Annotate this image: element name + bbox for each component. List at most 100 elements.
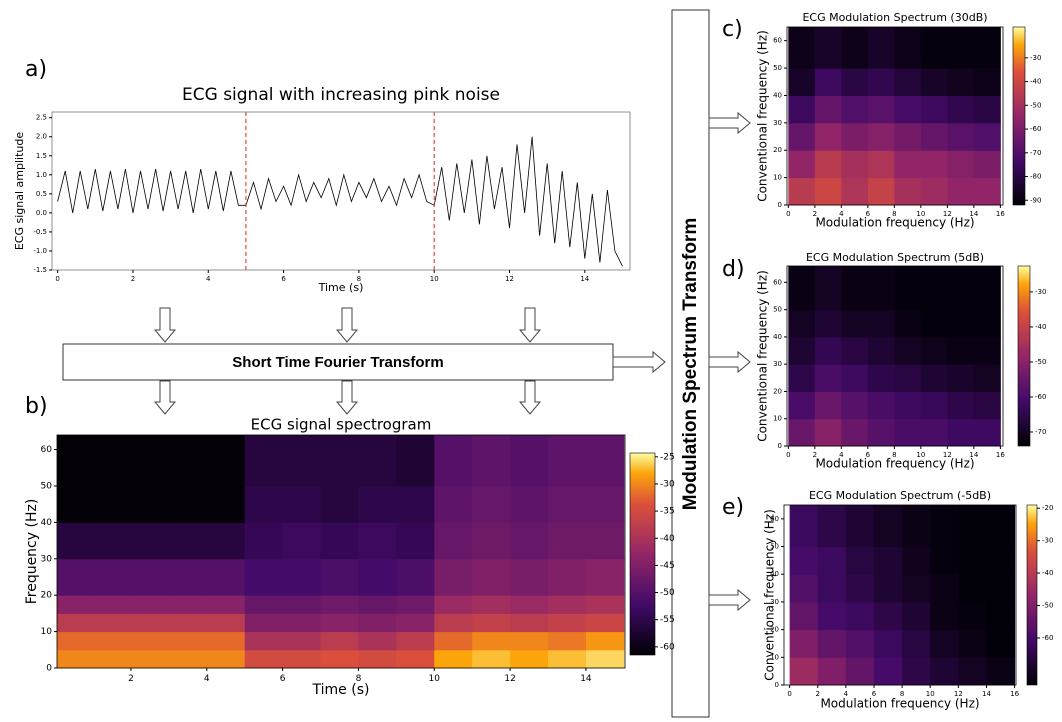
heatmap-cell — [396, 649, 435, 669]
heatmap-cell — [206, 485, 246, 523]
heatmap-cell — [920, 177, 948, 206]
colorbar-tick-label: -80 — [1030, 173, 1041, 181]
heatmap-cell — [282, 435, 322, 487]
y-tick-label: -1.5 — [33, 266, 47, 274]
x-tick-label: 4 — [839, 451, 844, 459]
heatmap-cell — [93, 485, 132, 523]
heatmap-cell — [585, 558, 625, 596]
x-tick-label: 12 — [943, 451, 952, 459]
heatmap-cell — [358, 649, 397, 669]
arrow — [153, 307, 177, 343]
stft-box — [62, 343, 614, 381]
heatmap-cell — [841, 336, 869, 365]
heatmap-cell — [548, 485, 587, 523]
mst-label: Modulation Spectrum Transform — [680, 218, 701, 510]
heatmap-cell — [93, 649, 132, 669]
heatmap-cell — [57, 522, 94, 560]
chart-title: ECG signal with increasing pink noise — [182, 85, 500, 105]
heatmap-cell — [472, 558, 511, 596]
heatmap-cell — [244, 435, 284, 487]
heatmap-cell — [894, 177, 922, 206]
heatmap-cell — [986, 574, 1016, 603]
heatmap-cell — [947, 309, 975, 338]
colorbar — [1017, 265, 1031, 447]
mst-box — [671, 9, 710, 718]
x-tick-label: 2 — [128, 674, 134, 684]
heatmap-cell — [788, 122, 816, 151]
heatmap-cell — [472, 435, 511, 487]
y-tick-label: -1.0 — [33, 247, 47, 255]
heatmap-cell — [902, 546, 931, 575]
heatmap-cell — [817, 546, 847, 575]
heatmap-cell — [841, 95, 869, 124]
heatmap-cell — [814, 68, 842, 96]
heatmap-cell — [947, 122, 975, 151]
heatmap-cell — [788, 95, 816, 124]
heatmap-cell — [841, 309, 869, 338]
y-axis-label: ECG signal amplitude — [13, 132, 26, 251]
heatmap-cell — [973, 27, 1001, 69]
heatmap-cell — [320, 613, 359, 633]
heatmap-cell — [585, 485, 625, 523]
heatmap-cell — [986, 657, 1016, 686]
heatmap-cell — [57, 558, 94, 596]
panel-label: b) — [25, 394, 48, 419]
y-tick-label: 50 — [41, 481, 53, 491]
x-tick-label: 0 — [55, 275, 59, 283]
heatmap-cell — [920, 150, 948, 179]
heatmap-cell — [788, 364, 816, 392]
heatmap-cell — [973, 391, 1001, 420]
y-tick-label: 10 — [770, 653, 779, 661]
heatmap-cell — [130, 649, 170, 669]
x-tick-label: 8 — [892, 451, 896, 459]
heatmap-cell — [894, 336, 922, 365]
chart-title: ECG Modulation Spectrum (-5dB) — [809, 489, 991, 502]
heatmap-cell — [244, 595, 284, 614]
x-tick-label: 6 — [281, 275, 286, 283]
heatmap-cell — [817, 505, 847, 548]
x-tick-label: 16 — [1010, 690, 1019, 698]
heatmap-cell — [57, 631, 94, 651]
heatmap-cell — [902, 601, 931, 631]
colorbar — [1012, 26, 1026, 206]
heatmap-cell — [548, 558, 587, 596]
heatmap-cell — [57, 435, 94, 487]
arrow — [335, 380, 359, 415]
heatmap-cell — [789, 574, 819, 603]
heatmap-cell — [396, 485, 435, 523]
heatmap-cell — [320, 631, 359, 651]
x-tick-label: 6 — [280, 674, 286, 684]
colorbar-tick-label: -50 — [660, 588, 675, 598]
heatmap-cell — [930, 546, 959, 575]
colorbar-tick-label: -35 — [660, 507, 675, 517]
plot-frame — [786, 26, 1004, 206]
colorbar-tick-label: -50 — [1042, 602, 1053, 610]
y-tick-label: 50 — [773, 64, 782, 72]
x-tick-label: 10 — [916, 451, 925, 459]
chart-title: ECG Modulation Spectrum (5dB) — [806, 251, 984, 264]
heatmap-cell — [93, 435, 132, 487]
heatmap-cell — [845, 505, 875, 548]
heatmap-cell — [973, 68, 1001, 96]
stft-label: Short Time Fourier Transform — [232, 354, 443, 371]
x-tick-label: 0 — [787, 690, 791, 698]
heatmap-cell — [396, 522, 435, 560]
y-tick-label: 20 — [770, 626, 779, 634]
heatmap-cell — [845, 657, 875, 686]
y-tick-label: 0.0 — [36, 209, 47, 217]
x-tick-label: 16 — [996, 210, 1005, 218]
heatmap-cell — [920, 266, 948, 311]
heatmap-cell — [434, 558, 473, 596]
y-tick-label: 40 — [773, 333, 782, 341]
heatmap-cell — [814, 122, 842, 151]
heatmap-cell — [244, 649, 284, 669]
heatmap-cell — [130, 485, 170, 523]
y-tick-label: 60 — [770, 515, 779, 523]
heatmap-cell — [986, 601, 1016, 631]
panel-label: e) — [722, 495, 744, 520]
heatmap-cell — [867, 336, 895, 365]
heatmap-cell — [920, 309, 948, 338]
heatmap-cell — [894, 122, 922, 151]
heatmap-cell — [585, 435, 625, 487]
